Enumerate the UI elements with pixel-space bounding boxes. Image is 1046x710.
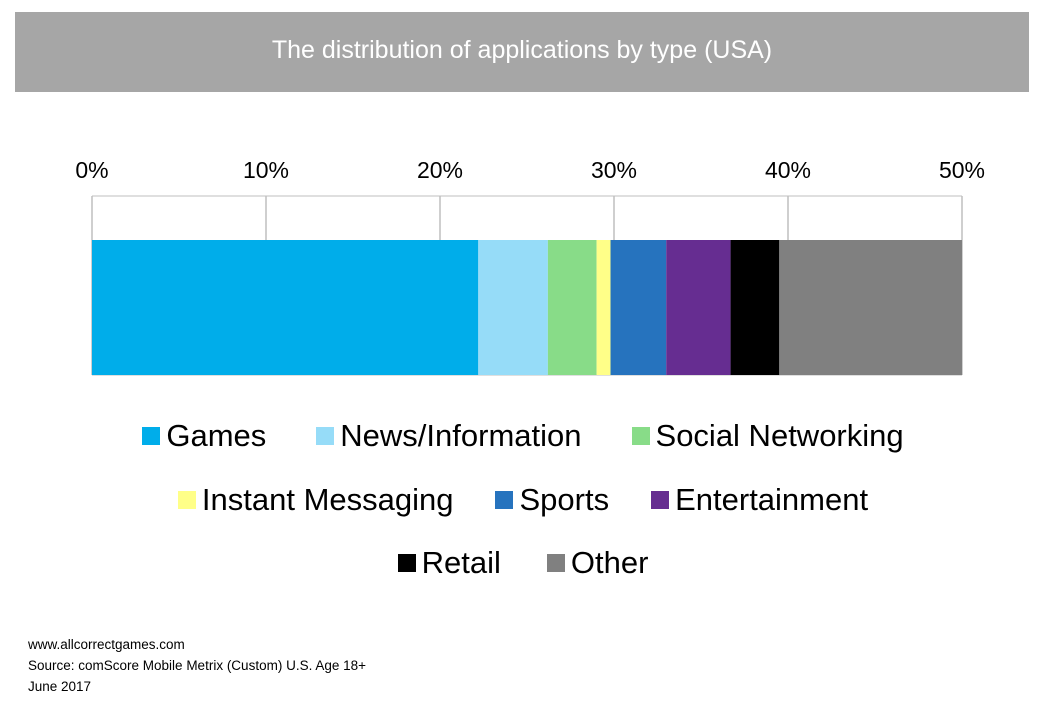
legend-label: Sports — [519, 482, 610, 517]
legend-label: Games — [166, 418, 267, 453]
bar-segment-instant-messaging — [596, 240, 611, 375]
x-tick-label: 40% — [765, 157, 811, 183]
legend-swatch — [177, 491, 196, 509]
legend-item-news-information: News/Information — [316, 418, 582, 454]
legend-item-retail: Retail — [397, 545, 501, 581]
legend-label: Retail — [421, 545, 501, 580]
legend-label: Social Networking — [655, 418, 904, 453]
bar-segment-entertainment — [666, 240, 731, 375]
legend-swatch — [142, 427, 161, 445]
footer-website: www.allcorrectgames.com — [28, 637, 185, 652]
footer: www.allcorrectgames.com Source: comScore… — [28, 634, 366, 697]
legend-row: Instant Messaging Sports Entertainment — [0, 482, 1046, 518]
legend-swatch — [397, 554, 416, 572]
x-tick-label: 30% — [591, 157, 637, 183]
legend-swatch — [651, 491, 670, 509]
legend-item-games: Games — [142, 418, 266, 454]
x-tick-label: 50% — [939, 157, 985, 183]
legend-row: Games News/Information Social Networking — [0, 418, 1046, 454]
x-tick-label: 10% — [243, 157, 289, 183]
bar-segment-sports — [610, 240, 667, 375]
bar-segment-social-networking — [547, 240, 597, 375]
legend-item-social-networking: Social Networking — [631, 418, 904, 454]
x-tick-label: 20% — [417, 157, 463, 183]
legend-label: Entertainment — [675, 482, 869, 517]
legend-item-other: Other — [546, 545, 649, 581]
chart-title-bar: The distribution of applications by type… — [15, 12, 1029, 92]
bar-segment-retail — [730, 240, 780, 375]
legend-item-entertainment: Entertainment — [651, 482, 868, 518]
legend-item-sports: Sports — [495, 482, 609, 518]
bar-segment-other — [779, 240, 962, 375]
legend-swatch — [316, 427, 335, 445]
chart-plot: 0% 10% 20% 30% 40% 50% — [75, 157, 985, 376]
legend-swatch — [546, 554, 565, 572]
bar-segment-news-information — [478, 240, 548, 375]
footer-source: Source: comScore Mobile Metrix (Custom) … — [28, 658, 367, 673]
legend-label: News/Information — [340, 418, 582, 453]
legend-label: Other — [570, 545, 649, 580]
legend-label: Instant Messaging — [201, 482, 454, 517]
x-tick-label: 0% — [75, 157, 108, 183]
bar-segment-games — [92, 240, 479, 375]
footer-date: June 2017 — [28, 679, 92, 694]
legend-swatch — [495, 491, 514, 509]
chart-title: The distribution of applications by type… — [271, 35, 773, 64]
legend-row: Retail Other — [0, 545, 1046, 581]
legend-swatch — [631, 427, 650, 445]
legend-item-instant-messaging: Instant Messaging — [177, 482, 454, 518]
